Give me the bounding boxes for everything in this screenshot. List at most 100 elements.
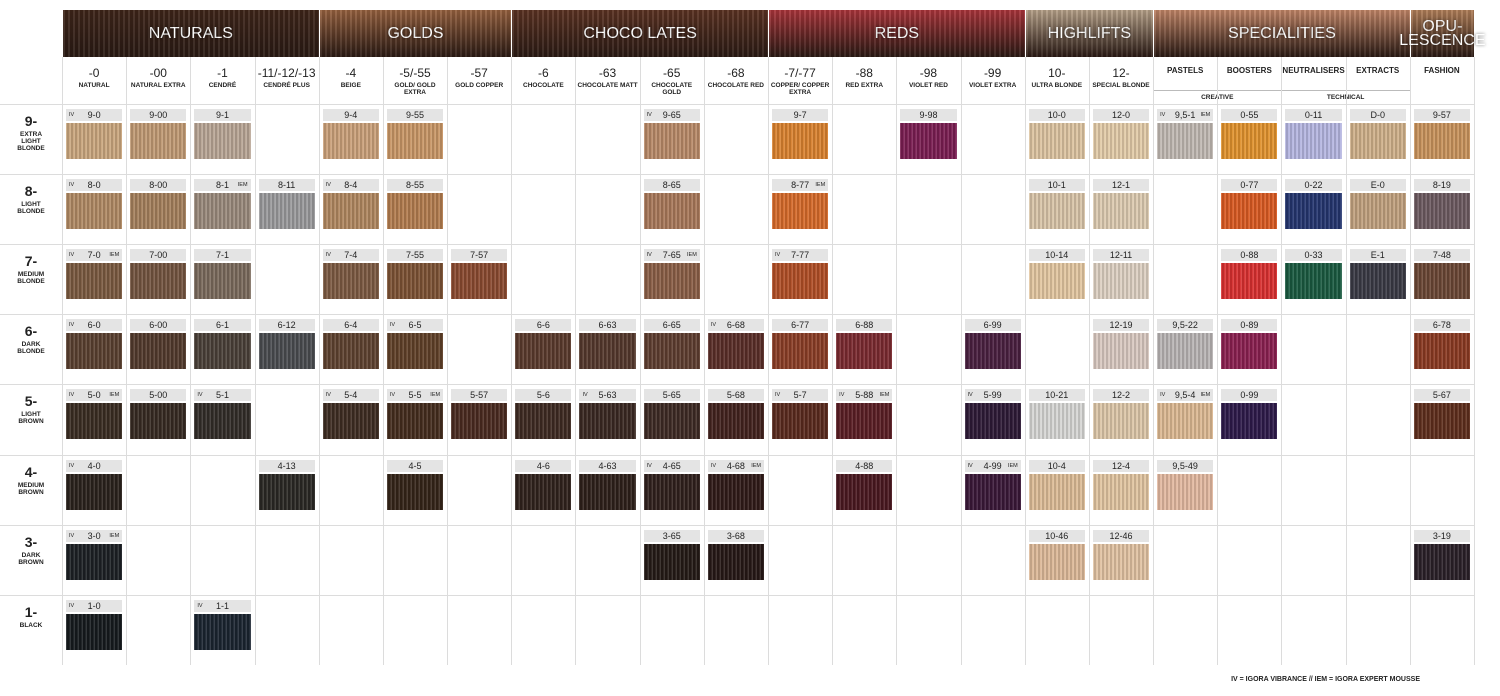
row-name: MEDIUM BLONDE [17, 271, 45, 286]
row-divider [0, 244, 1474, 246]
swatch-code: 6-65 [662, 320, 681, 331]
color-swatch [66, 543, 123, 580]
swatch-code: E-0 [1370, 180, 1385, 191]
color-swatch [1413, 403, 1471, 440]
swatch-label: 1-0 IV [66, 599, 123, 612]
column-divider [960, 57, 962, 665]
swatch-code: 8-19 [1432, 180, 1451, 191]
swatch-label: 0-89 [1221, 319, 1278, 332]
color-swatch [964, 333, 1021, 370]
color-swatch [66, 473, 123, 510]
color-swatch [964, 403, 1021, 440]
swatch-code: 9-7 [793, 110, 807, 120]
legend-note: IV = IGORA VIBRANCE // IEM = IGORA EXPER… [1231, 676, 1420, 683]
swatch-code: 9-98 [919, 110, 938, 120]
swatch-code: 5-65 [662, 390, 681, 401]
swatch-code: 4-99 [983, 460, 1002, 471]
swatch-code: 4-88 [855, 460, 874, 471]
swatch-code: 3-19 [1432, 530, 1451, 541]
swatch-code: 6-0 [87, 320, 101, 331]
color-swatch [1349, 123, 1406, 159]
column-name: VIOLET RED [908, 82, 948, 89]
swatch-label: 0-77 [1221, 179, 1278, 192]
swatch-code: 9-65 [662, 110, 681, 120]
color-swatch [322, 403, 380, 440]
swatch-label: 5-00 [130, 389, 187, 402]
swatch-code: 4-0 [87, 460, 101, 471]
color-swatch [1413, 193, 1471, 230]
swatch-code: 6-99 [983, 320, 1002, 331]
color-swatch [194, 263, 251, 300]
swatch-code: 8-11 [277, 180, 296, 191]
swatch-label: 4-0 IV [66, 459, 123, 472]
row-name: DARK BLONDE [17, 341, 45, 356]
color-swatch [1157, 333, 1214, 370]
product-mark: IV [1160, 112, 1166, 118]
swatch-label: 10-14 [1028, 249, 1085, 262]
row-level: 8- [24, 183, 38, 200]
swatch-label: 8-77 IEM [772, 179, 829, 192]
swatch-label: 9,5-4 IV IEM [1157, 389, 1214, 402]
swatch-label: 12-1 [1092, 179, 1150, 192]
product-mark: IEM [1007, 462, 1018, 469]
color-swatch [258, 473, 315, 510]
product-mark: IEM [1200, 112, 1211, 118]
product-mark: IV [646, 252, 652, 259]
row-level: 7- [24, 253, 38, 270]
column-divider [511, 57, 513, 665]
swatch-label: 10-0 [1028, 109, 1085, 121]
column-divider [1345, 57, 1347, 665]
swatch-code: 6-4 [344, 320, 358, 331]
color-swatch [1092, 473, 1150, 510]
column-divider [254, 57, 256, 665]
swatch-code: 3-65 [662, 530, 681, 541]
swatch-code: 10-1 [1047, 180, 1066, 191]
row-divider [0, 454, 1474, 456]
swatch-label: 12-4 [1092, 459, 1150, 472]
column-code: -98 [919, 66, 938, 80]
row-divider [0, 594, 1474, 596]
color-swatch [194, 613, 251, 650]
swatch-code: 8-4 [344, 180, 358, 191]
color-swatch [66, 613, 123, 650]
color-swatch [451, 263, 508, 300]
swatch-code: 1-0 [87, 600, 101, 611]
color-swatch [258, 333, 315, 370]
swatch-code: 7-65 [662, 250, 681, 261]
color-swatch [66, 263, 123, 300]
color-swatch [643, 543, 700, 580]
swatch-label: 12-46 [1092, 529, 1150, 542]
row-divider [0, 524, 1474, 526]
swatch-code: 4-65 [662, 460, 681, 471]
swatch-code: 0-22 [1304, 180, 1323, 191]
color-swatch [1157, 123, 1214, 159]
swatch-code: 9,5-49 [1172, 460, 1198, 471]
swatch-code: 6-5 [408, 320, 422, 331]
color-swatch [707, 473, 765, 510]
swatch-code: 7-0 [87, 250, 101, 261]
color-swatch [194, 333, 251, 370]
color-swatch [130, 193, 187, 230]
swatch-code: 5-00 [149, 390, 168, 401]
color-swatch [1028, 123, 1086, 159]
swatch-label: 5-4 IV [322, 389, 379, 402]
color-swatch [322, 123, 380, 159]
swatch-code: 9-57 [1432, 110, 1451, 120]
column-name: FASHION [1424, 66, 1460, 75]
swatch-label: 10-21 [1028, 389, 1085, 402]
row-level: 9- [24, 113, 38, 129]
swatch-code: 5-67 [1432, 390, 1451, 401]
column-name: BOOSTERS [1226, 66, 1272, 75]
swatch-label: E-1 [1349, 249, 1406, 262]
swatch-label: 5-6 [515, 389, 572, 402]
swatch-code: 4-63 [598, 460, 617, 471]
swatch-label: 7-55 [386, 249, 444, 262]
color-swatch [964, 473, 1021, 510]
color-swatch [1349, 263, 1406, 300]
swatch-code: 6-1 [215, 320, 229, 331]
swatch-code: 8-1 [215, 180, 229, 191]
color-swatch [1092, 403, 1150, 440]
product-mark: IV [69, 252, 75, 259]
swatch-code: 8-65 [662, 180, 681, 191]
column-divider [832, 57, 834, 665]
